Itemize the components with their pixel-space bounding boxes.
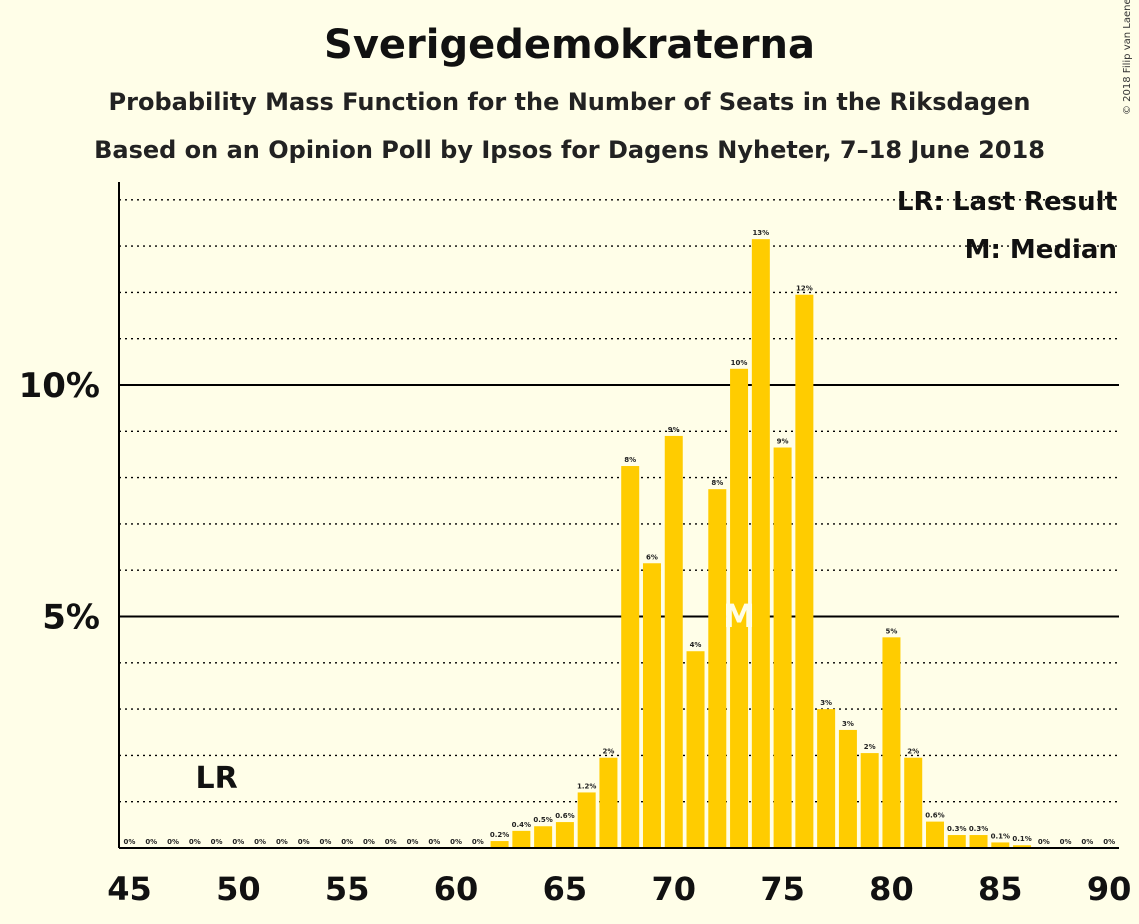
data-label-seat-84: 0.3% xyxy=(969,825,988,833)
bar-seat-64 xyxy=(534,826,553,848)
data-label-seat-48: 0% xyxy=(189,838,201,846)
data-label-seat-83: 0.3% xyxy=(947,825,966,833)
data-label-seat-55: 0% xyxy=(341,838,353,846)
bar-seat-68 xyxy=(621,466,640,848)
data-label-seat-78: 3% xyxy=(842,720,854,728)
data-label-seat-90: 0% xyxy=(1103,838,1115,846)
x-tick-label-60: 60 xyxy=(434,870,479,908)
data-label-seat-87: 0% xyxy=(1038,838,1050,846)
data-label-seat-80: 5% xyxy=(886,627,898,635)
data-label-seat-52: 0% xyxy=(276,838,288,846)
data-label-seat-69: 6% xyxy=(646,553,658,561)
data-label-seat-62: 0.2% xyxy=(490,831,509,839)
x-tick-label-70: 70 xyxy=(651,870,696,908)
bar-seat-62 xyxy=(490,841,509,848)
bar-seat-81 xyxy=(904,757,923,848)
data-label-seat-57: 0% xyxy=(385,838,397,846)
bar-seat-80 xyxy=(882,637,901,848)
data-label-seat-66: 1.2% xyxy=(577,782,596,790)
data-label-seat-53: 0% xyxy=(298,838,310,846)
bar-seat-69 xyxy=(642,563,661,848)
data-label-seat-45: 0% xyxy=(124,838,136,846)
bar-seat-77 xyxy=(817,709,836,848)
bar-seat-65 xyxy=(555,822,574,848)
data-label-seat-72: 8% xyxy=(711,479,723,487)
bar-seat-84 xyxy=(969,835,988,848)
bar-seat-63 xyxy=(512,830,531,848)
data-label-seat-67: 2% xyxy=(602,748,614,756)
data-label-seat-82: 0.6% xyxy=(925,812,944,820)
data-label-seat-46: 0% xyxy=(145,838,157,846)
bar-seat-74 xyxy=(751,239,770,848)
data-label-seat-61: 0% xyxy=(472,838,484,846)
data-label-seat-81: 2% xyxy=(907,748,919,756)
x-tick-label-80: 80 xyxy=(869,870,914,908)
legend-item-1: LR: Last Result xyxy=(897,187,1117,217)
data-label-seat-49: 0% xyxy=(211,838,223,846)
data-label-seat-59: 0% xyxy=(428,838,440,846)
bar-seat-71 xyxy=(686,651,705,848)
data-label-seat-77: 3% xyxy=(820,699,832,707)
legend-item-2: M: Median xyxy=(965,235,1117,265)
data-label-seat-51: 0% xyxy=(254,838,266,846)
data-label-seat-85: 0.1% xyxy=(991,832,1010,840)
bar-seat-72 xyxy=(708,489,727,848)
data-label-seat-70: 9% xyxy=(668,426,680,434)
data-label-seat-76: 12% xyxy=(796,285,813,293)
y-tick-label-5: 5% xyxy=(42,598,100,638)
bar-seat-70 xyxy=(664,435,683,848)
data-label-seat-65: 0.6% xyxy=(555,812,574,820)
bar-seat-76 xyxy=(795,294,814,849)
data-label-seat-64: 0.5% xyxy=(533,816,552,824)
median-marker: M xyxy=(723,597,755,635)
data-label-seat-75: 9% xyxy=(777,438,789,446)
data-label-seat-88: 0% xyxy=(1060,838,1072,846)
bar-seat-86 xyxy=(1013,845,1032,848)
data-label-seat-89: 0% xyxy=(1081,838,1093,846)
bar-seat-78 xyxy=(838,729,857,848)
data-label-seat-71: 4% xyxy=(690,641,702,649)
y-tick-label-10: 10% xyxy=(19,366,100,406)
bar-seat-83 xyxy=(947,835,966,848)
data-label-seat-86: 0.1% xyxy=(1012,835,1031,843)
x-tick-label-50: 50 xyxy=(216,870,261,908)
data-label-seat-50: 0% xyxy=(232,838,244,846)
chart-subtitle-source: Based on an Opinion Poll by Ipsos for Da… xyxy=(94,136,1045,164)
x-tick-label-45: 45 xyxy=(107,870,152,908)
x-tick-label-75: 75 xyxy=(760,870,805,908)
data-label-seat-74: 13% xyxy=(752,229,769,237)
chart-subtitle: Probability Mass Function for the Number… xyxy=(108,88,1031,116)
last-result-marker: LR xyxy=(195,761,237,796)
x-tick-label-65: 65 xyxy=(543,870,588,908)
x-tick-label-55: 55 xyxy=(325,870,370,908)
data-label-seat-58: 0% xyxy=(407,838,419,846)
bar-seat-79 xyxy=(860,753,879,848)
data-label-seat-60: 0% xyxy=(450,838,462,846)
data-label-seat-73: 10% xyxy=(731,359,748,367)
bar-seat-67 xyxy=(599,757,618,848)
x-tick-label-85: 85 xyxy=(978,870,1023,908)
x-tick-label-90: 90 xyxy=(1087,870,1132,908)
data-label-seat-79: 2% xyxy=(864,743,876,751)
bar-seat-75 xyxy=(773,447,792,848)
data-label-seat-56: 0% xyxy=(363,838,375,846)
bar-seat-73 xyxy=(730,368,749,848)
data-label-seat-68: 8% xyxy=(624,456,636,464)
data-label-seat-63: 0.4% xyxy=(512,821,531,829)
bar-seat-85 xyxy=(991,842,1010,848)
data-label-seat-47: 0% xyxy=(167,838,179,846)
data-label-seat-54: 0% xyxy=(319,838,331,846)
bar-seat-82 xyxy=(925,821,944,848)
chart-title: Sverigedemokraterna xyxy=(324,22,815,68)
bar-seat-66 xyxy=(577,792,596,848)
